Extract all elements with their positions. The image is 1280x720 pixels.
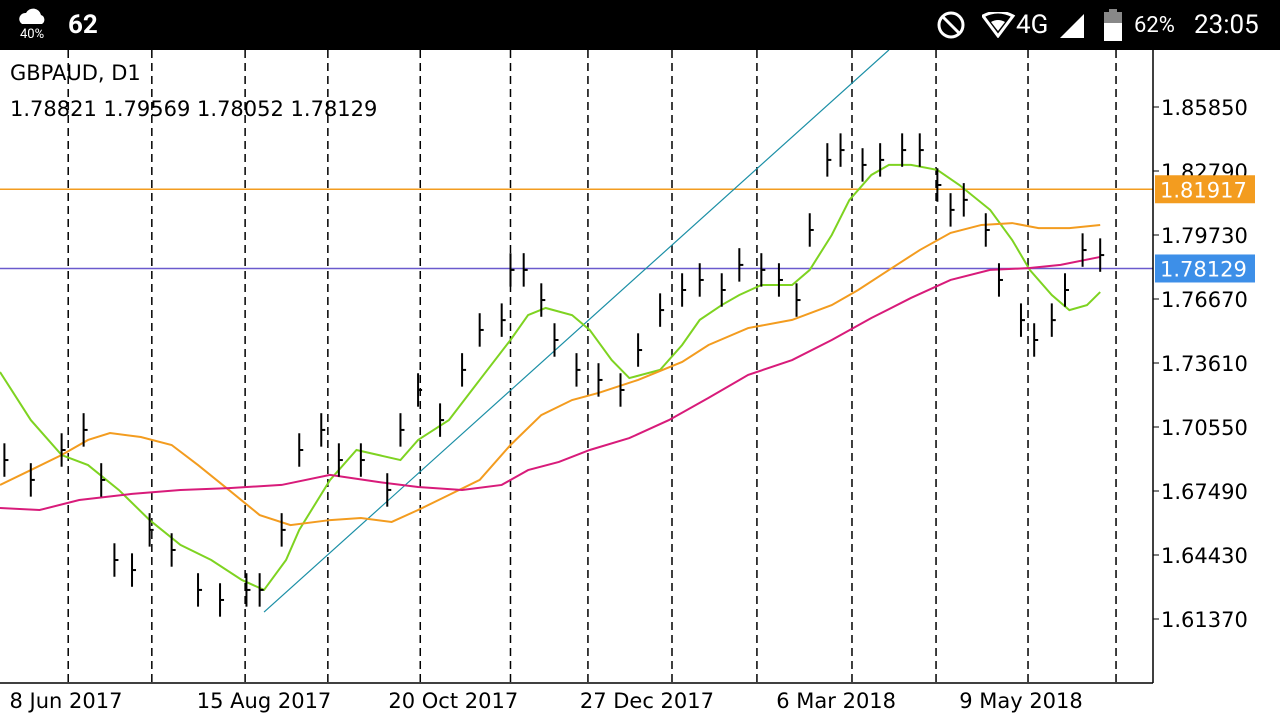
y-tick-label: 1.79730 (1161, 224, 1248, 248)
chart: GBPAUD, D1 1.78821 1.79569 1.78052 1.781… (0, 50, 1280, 720)
battery-level: 62% (1134, 13, 1175, 38)
x-tick-label: 20 Oct 2017 (388, 689, 518, 713)
y-tick-label: 1.64430 (1161, 544, 1248, 568)
x-tick-label: 9 May 2018 (959, 689, 1083, 713)
chart-title: GBPAUD, D1 (10, 61, 141, 85)
ohlc-text: 1.78821 1.79569 1.78052 1.78129 (10, 97, 377, 121)
x-tick-label: 8 Jun 2017 (10, 689, 123, 713)
x-tick-label: 15 Aug 2017 (197, 689, 332, 713)
moving-average (0, 165, 1100, 590)
temperature: 62 (68, 10, 98, 40)
wifi-icon (982, 12, 1016, 38)
network-type: 4G (1016, 10, 1048, 40)
y-tick-label: 1.61370 (1161, 608, 1248, 632)
y-tick-label: 1.73610 (1161, 352, 1248, 376)
clock: 23:05 (1194, 10, 1259, 40)
y-tick-label: 1.76670 (1161, 288, 1248, 312)
page: GBPAUD D1 {"status_bar": {"weather_chanc… (0, 0, 1280, 720)
moving-average (0, 257, 1100, 510)
status-bar: 40% 62 4G 62% 23:05 (0, 0, 1280, 50)
x-tick-label: 6 Mar 2018 (776, 689, 896, 713)
y-tick-label: 1.67490 (1161, 480, 1248, 504)
y-tick-label: 1.70550 (1161, 416, 1248, 440)
dnd-icon (936, 10, 966, 40)
price-level-label: 1.81917 (1160, 178, 1247, 202)
trend-line (264, 50, 889, 612)
x-tick-label: 27 Dec 2017 (580, 689, 714, 713)
battery-icon (1104, 9, 1122, 41)
signal-icon (1058, 12, 1086, 40)
y-tick-label: 1.85850 (1161, 96, 1248, 120)
plot-area (0, 50, 1153, 683)
weather-chance: 40% (20, 27, 44, 42)
price-level-label: 1.78129 (1160, 257, 1247, 281)
body: 40% 62 4G 62% 23:05 GBPAUD, D1 1.78821 1… (0, 0, 1280, 720)
